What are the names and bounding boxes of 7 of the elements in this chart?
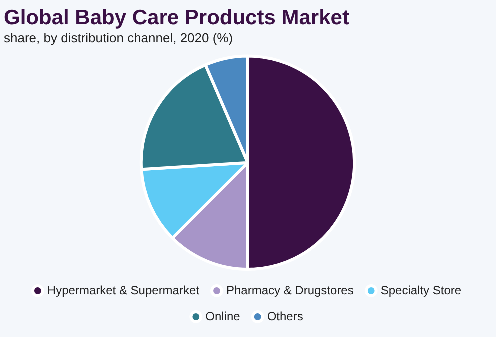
legend-label: Hypermarket & Supermarket — [47, 283, 200, 298]
legend-label: Online — [206, 309, 241, 324]
legend-label: Specialty Store — [380, 283, 462, 298]
chart-title: Global Baby Care Products Market — [4, 6, 350, 30]
chart-subtitle: share, by distribution channel, 2020 (%) — [4, 30, 234, 46]
legend-label: Pharmacy & Drugstores — [226, 283, 354, 298]
legend-label: Others — [267, 309, 304, 324]
